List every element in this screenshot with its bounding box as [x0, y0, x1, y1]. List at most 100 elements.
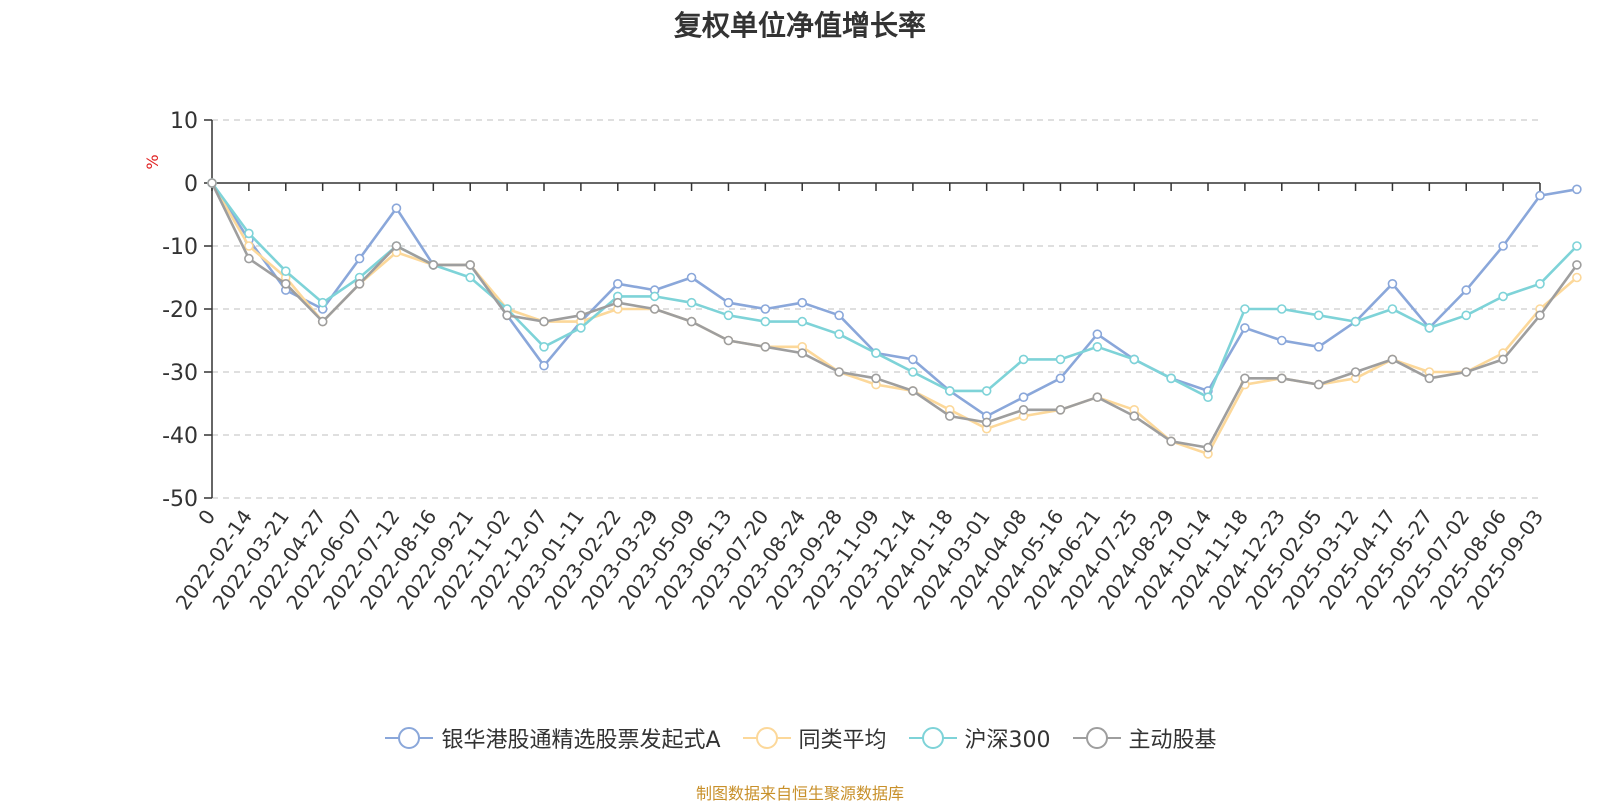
data-point — [871, 348, 881, 358]
data-point — [1092, 341, 1103, 352]
data-point — [391, 241, 402, 251]
data-point — [760, 316, 771, 327]
y-tick-label: 0 — [184, 172, 198, 197]
y-tick-label: 10 — [170, 109, 198, 134]
data-point — [1350, 367, 1361, 377]
data-point — [1018, 404, 1029, 415]
data-point — [612, 297, 623, 308]
data-point — [686, 272, 697, 283]
data-point — [244, 241, 254, 251]
data-point — [428, 260, 439, 270]
data-point — [1276, 373, 1287, 384]
data-point — [686, 316, 697, 327]
data-point — [1018, 392, 1029, 403]
data-point — [1240, 304, 1250, 314]
data-point — [1535, 190, 1545, 201]
data-point — [649, 291, 660, 302]
data-point — [1387, 354, 1398, 365]
data-point — [944, 411, 955, 421]
data-point — [797, 348, 808, 358]
data-point — [1240, 373, 1250, 384]
legend-item[interactable]: 同类平均 — [741, 722, 887, 754]
legend: 银华港股通精选股票发起式A 同类平均 沪深300 主动股基 — [0, 722, 1600, 754]
data-point — [649, 304, 660, 314]
y-tick-label: -40 — [162, 424, 198, 449]
series-line — [210, 182, 1578, 449]
legend-marker-icon — [742, 727, 791, 749]
legend-item[interactable]: 主动股基 — [1071, 722, 1217, 754]
data-point — [354, 253, 365, 264]
data-point — [1461, 310, 1472, 321]
data-point — [1129, 354, 1140, 365]
y-tick-label: -20 — [162, 298, 198, 323]
data-point — [1166, 436, 1176, 447]
chart-title: 复权单位净值增长率 — [673, 9, 926, 42]
axes — [204, 119, 1541, 499]
data-point — [1055, 354, 1066, 365]
data-point — [1092, 329, 1103, 340]
data-point — [908, 367, 918, 377]
y-axis-label: % — [143, 154, 162, 169]
data-point — [1535, 278, 1545, 289]
data-point — [1498, 291, 1508, 302]
data-point — [207, 178, 217, 188]
data-point — [244, 228, 254, 239]
data-point — [760, 304, 771, 314]
y-tick-label: -50 — [162, 487, 198, 512]
series-line — [210, 182, 1578, 456]
data-point — [1535, 310, 1545, 321]
legend-marker-icon — [908, 727, 957, 749]
legend-item[interactable]: 银华港股通精选股票发起式A — [383, 722, 721, 754]
data-point — [576, 323, 586, 333]
legend-label: 同类平均 — [798, 728, 887, 753]
data-point — [465, 260, 476, 270]
data-point — [612, 278, 623, 289]
data-point — [797, 297, 808, 308]
data-point — [1092, 392, 1103, 403]
series-lines — [207, 178, 1582, 459]
data-point — [871, 373, 881, 384]
data-point — [908, 354, 918, 365]
data-point — [723, 335, 734, 346]
data-point — [981, 417, 992, 428]
data-point — [1461, 367, 1472, 377]
data-point — [686, 297, 697, 308]
data-point — [1166, 373, 1176, 384]
data-point — [1572, 241, 1582, 251]
data-point — [1055, 404, 1066, 415]
data-point — [1313, 341, 1324, 352]
data-point — [354, 278, 365, 289]
data-point — [539, 360, 549, 371]
series-line — [210, 182, 1578, 418]
data-point — [1498, 354, 1508, 365]
legend-label: 主动股基 — [1128, 728, 1217, 753]
data-point — [280, 278, 291, 289]
data-point — [1424, 373, 1435, 384]
data-point — [1424, 323, 1435, 333]
data-point — [391, 203, 402, 213]
legend-item[interactable]: 沪深300 — [907, 722, 1051, 754]
data-point — [539, 316, 549, 327]
data-point — [1313, 379, 1324, 390]
legend-label: 沪深300 — [964, 728, 1051, 753]
legend-marker-icon — [1072, 727, 1121, 749]
series-group — [207, 178, 1582, 453]
data-point — [1203, 392, 1213, 403]
data-point — [1572, 260, 1582, 270]
data-point — [539, 341, 549, 352]
data-point — [908, 386, 918, 396]
y-tick-label: -30 — [162, 361, 198, 386]
data-point — [1276, 335, 1287, 346]
data-point — [834, 367, 844, 377]
data-point — [1572, 184, 1582, 195]
data-point — [1387, 278, 1398, 289]
data-point — [1461, 285, 1472, 295]
data-point — [1055, 373, 1066, 384]
data-point — [465, 272, 476, 283]
data-point — [1498, 241, 1508, 251]
data-point — [981, 386, 992, 396]
grid-lines — [212, 119, 1540, 499]
data-point — [1240, 323, 1250, 333]
source-note: 制图数据来自恒生聚源数据库 — [695, 784, 904, 803]
